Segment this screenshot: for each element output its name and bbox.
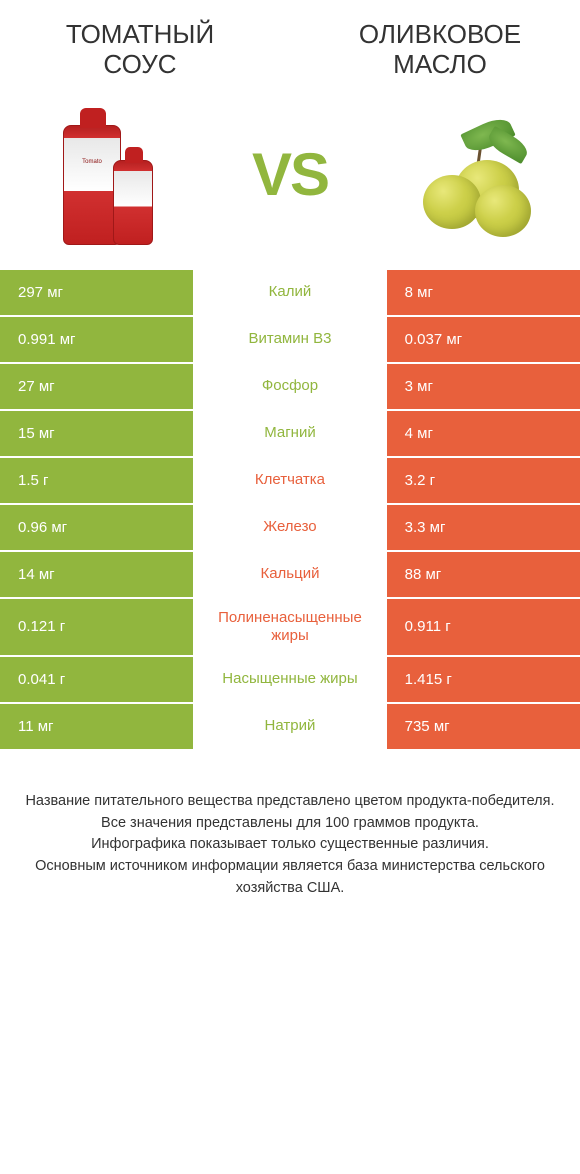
right-value: 0.037 мг xyxy=(387,317,580,362)
left-value: 0.991 мг xyxy=(0,317,193,362)
olive-oil-image xyxy=(400,100,550,250)
right-value: 88 мг xyxy=(387,552,580,597)
nutrient-label: Железо xyxy=(193,505,386,550)
nutrient-label: Натрий xyxy=(193,704,386,749)
nutrient-label: Магний xyxy=(193,411,386,456)
nutrient-label: Насыщенные жиры xyxy=(193,657,386,702)
table-row: 0.041 гНасыщенные жиры1.415 г xyxy=(0,657,580,704)
table-row: 27 мгФосфор3 мг xyxy=(0,364,580,411)
nutrient-label: Калий xyxy=(193,270,386,315)
left-value: 14 мг xyxy=(0,552,193,597)
right-value: 3.2 г xyxy=(387,458,580,503)
table-row: 0.121 гПолиненасыщенные жиры0.911 г xyxy=(0,599,580,657)
nutrient-label: Полиненасыщенные жиры xyxy=(193,599,386,655)
table-row: 14 мгКальций88 мг xyxy=(0,552,580,599)
footer-line: Инфографика показывает только существенн… xyxy=(20,834,560,856)
right-value: 735 мг xyxy=(387,704,580,749)
tomato-sauce-image: Tomato xyxy=(30,100,180,250)
table-row: 1.5 гКлетчатка3.2 г xyxy=(0,458,580,505)
nutrient-label: Клетчатка xyxy=(193,458,386,503)
left-value: 27 мг xyxy=(0,364,193,409)
nutrient-label: Витамин B3 xyxy=(193,317,386,362)
footer-notes: Название питательного вещества представл… xyxy=(0,751,580,930)
footer-line: Все значения представлены для 100 граммо… xyxy=(20,813,560,835)
right-value: 0.911 г xyxy=(387,599,580,655)
comparison-table: 297 мгКалий8 мг0.991 мгВитамин B30.037 м… xyxy=(0,270,580,751)
left-value: 0.96 мг xyxy=(0,505,193,550)
table-row: 0.96 мгЖелезо3.3 мг xyxy=(0,505,580,552)
footer-line: Название питательного вещества представл… xyxy=(20,791,560,813)
right-value: 1.415 г xyxy=(387,657,580,702)
right-value: 8 мг xyxy=(387,270,580,315)
vs-label: VS xyxy=(252,140,328,209)
left-value: 1.5 г xyxy=(0,458,193,503)
table-row: 15 мгМагний4 мг xyxy=(0,411,580,458)
left-value: 15 мг xyxy=(0,411,193,456)
right-value: 3.3 мг xyxy=(387,505,580,550)
table-row: 0.991 мгВитамин B30.037 мг xyxy=(0,317,580,364)
left-value: 0.041 г xyxy=(0,657,193,702)
left-value: 11 мг xyxy=(0,704,193,749)
table-row: 297 мгКалий8 мг xyxy=(0,270,580,317)
right-product-title: ОЛИВКОВОЕ МАСЛО xyxy=(330,20,550,80)
right-value: 3 мг xyxy=(387,364,580,409)
header: ТОМАТНЫЙ СОУС ОЛИВКОВОЕ МАСЛО xyxy=(0,0,580,90)
footer-line: Основным источником информации является … xyxy=(20,856,560,900)
infographic-container: ТОМАТНЫЙ СОУС ОЛИВКОВОЕ МАСЛО Tomato VS … xyxy=(0,0,580,930)
nutrient-label: Кальций xyxy=(193,552,386,597)
left-value: 297 мг xyxy=(0,270,193,315)
nutrient-label: Фосфор xyxy=(193,364,386,409)
left-value: 0.121 г xyxy=(0,599,193,655)
table-row: 11 мгНатрий735 мг xyxy=(0,704,580,751)
images-row: Tomato VS xyxy=(0,90,580,270)
left-product-title: ТОМАТНЫЙ СОУС xyxy=(30,20,250,80)
right-value: 4 мг xyxy=(387,411,580,456)
